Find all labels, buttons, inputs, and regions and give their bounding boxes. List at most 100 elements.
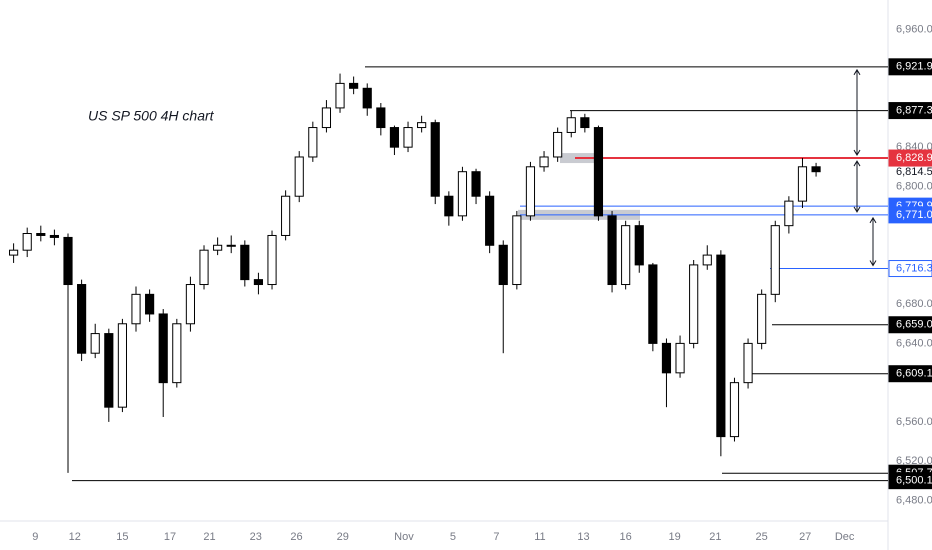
x-tick-label: 7 <box>493 531 499 543</box>
candle-body <box>607 215 617 286</box>
candle-body <box>172 323 182 384</box>
candle-body <box>22 233 32 251</box>
y-tick-label: 6,640.0 <box>896 337 932 349</box>
x-tick-label: 25 <box>756 531 768 543</box>
price-label-box <box>888 149 932 167</box>
candle-body <box>729 382 740 438</box>
candle-body <box>716 254 726 438</box>
candle-body <box>811 166 821 173</box>
candle-body <box>226 244 236 247</box>
candle-body <box>267 234 277 286</box>
x-tick-label: 12 <box>69 531 81 543</box>
x-tick-label: 15 <box>116 531 128 543</box>
candle-body <box>158 313 168 384</box>
candle-body <box>580 117 590 129</box>
candle-body <box>253 279 264 286</box>
candle-body <box>702 254 712 266</box>
price-label: 6,877.3 <box>896 104 932 116</box>
price-label-box <box>888 365 932 383</box>
arrow-head <box>853 160 861 213</box>
candle-body <box>294 156 304 197</box>
price-label: 6,814.5 <box>896 166 932 178</box>
x-tick-label: 5 <box>450 531 456 543</box>
candle-body <box>566 117 576 133</box>
x-tick-label: 16 <box>620 531 632 543</box>
price-label: 6,659.0 <box>896 319 932 331</box>
candle-body <box>376 107 386 129</box>
x-tick-label: 17 <box>164 531 176 543</box>
candle-body <box>389 127 400 148</box>
x-tick-label: 26 <box>290 531 302 543</box>
candle-body <box>335 82 345 109</box>
candle-body <box>634 225 644 266</box>
price-label-box <box>888 472 932 490</box>
x-tick-label: 23 <box>250 531 262 543</box>
price-label: 6,828.9 <box>896 152 932 164</box>
candle-body <box>9 249 19 256</box>
price-label-box <box>888 206 932 224</box>
candle-body <box>281 195 291 236</box>
candle-body <box>648 264 658 344</box>
candle-body <box>90 333 100 354</box>
candle-body <box>199 249 209 286</box>
price-label-box <box>888 316 932 334</box>
candle-body <box>553 131 563 158</box>
candle-body <box>145 293 155 315</box>
candle-body <box>485 195 495 246</box>
candle-body <box>49 234 59 238</box>
candle-body <box>131 293 141 325</box>
x-tick-label: Nov <box>394 531 414 543</box>
candle-body <box>349 82 359 89</box>
price-label: 6,500.1 <box>896 475 932 487</box>
y-tick-label: 6,960.0 <box>896 23 932 35</box>
candle-body <box>308 127 318 158</box>
candle-body <box>498 244 508 286</box>
x-tick-label: 9 <box>32 531 38 543</box>
y-tick-label: 6,520.0 <box>896 455 932 467</box>
price-label: 6,609.1 <box>896 368 932 380</box>
chart-annotation: US SP 500 4H chart <box>88 108 215 124</box>
candle-body <box>213 244 223 251</box>
candle-body <box>689 264 699 344</box>
candle-body <box>403 127 413 148</box>
arrow-head <box>853 68 861 157</box>
candle-body <box>185 284 195 325</box>
x-tick-label: 19 <box>668 531 680 543</box>
candle-body <box>675 342 685 374</box>
price-label: 6,921.9 <box>896 61 932 73</box>
arrow-head <box>869 216 877 267</box>
candle-body <box>743 342 753 384</box>
candle-body <box>104 333 114 408</box>
price-label: 6,771.0 <box>896 209 932 221</box>
price-label-box <box>888 58 932 76</box>
price-label: 6,716.3 <box>896 262 932 274</box>
x-tick-label: 21 <box>203 531 215 543</box>
x-tick-label: 11 <box>534 531 545 543</box>
candle-body <box>321 107 332 129</box>
candle-body <box>512 215 522 286</box>
candle-body <box>117 323 127 408</box>
y-tick-label: 6,560.0 <box>896 416 932 428</box>
candle-body <box>36 233 46 236</box>
candle-body <box>63 236 73 286</box>
candle-body <box>457 171 468 217</box>
x-tick-label: 27 <box>799 531 811 543</box>
y-tick-label: 6,480.0 <box>896 494 932 506</box>
x-tick-label: 21 <box>709 531 721 543</box>
candle-body <box>770 225 780 295</box>
candle-body <box>240 244 250 281</box>
price-label-box <box>888 102 932 120</box>
candle-body <box>797 166 808 202</box>
x-tick-label: Dec <box>835 531 855 543</box>
candle-body <box>362 87 372 109</box>
candle-body <box>784 200 794 227</box>
candle-body <box>621 225 631 286</box>
candle-body <box>444 195 454 217</box>
candle-body <box>593 127 604 217</box>
candle-body <box>430 122 440 197</box>
x-tick-label: 29 <box>337 531 349 543</box>
price-label-box <box>888 260 932 278</box>
candle-body <box>757 293 767 344</box>
